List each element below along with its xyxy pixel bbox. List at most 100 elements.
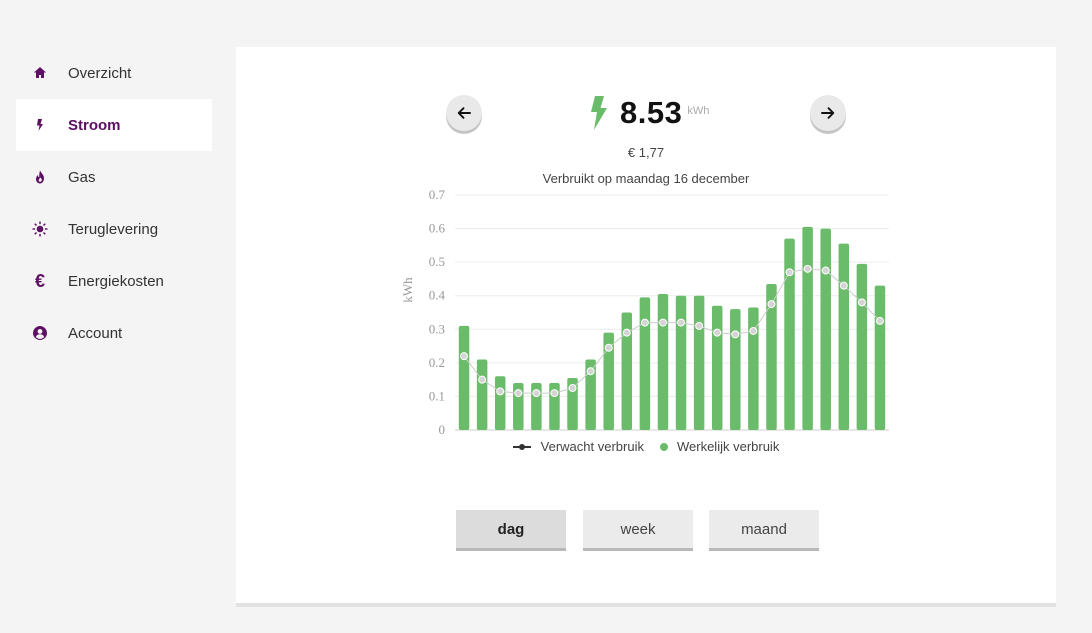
bar[interactable]	[657, 294, 669, 430]
expected-point[interactable]	[839, 281, 848, 290]
y-axis-label: kWh	[400, 277, 415, 303]
expected-point[interactable]	[550, 389, 559, 398]
arrow-right-icon	[821, 107, 835, 119]
expected-point[interactable]	[496, 387, 505, 396]
next-day-button[interactable]	[810, 95, 846, 131]
legend-item-actual[interactable]: Werkelijk verbruik	[659, 439, 780, 454]
home-icon	[32, 65, 48, 81]
usage-total: 8.53 kWh	[590, 93, 709, 133]
period-month-button[interactable]: maand	[709, 510, 819, 551]
flame-icon	[32, 169, 48, 185]
expected-point[interactable]	[875, 316, 884, 325]
bar[interactable]	[494, 376, 506, 430]
x-tick-label: 16:00	[728, 433, 760, 435]
period-day-button[interactable]: dag	[456, 510, 566, 551]
usage-panel: 8.53 kWh € 1,77 Verbruikt op maandag 16 …	[236, 47, 1056, 607]
x-tick-label: 10:00	[619, 433, 651, 435]
period-week-button[interactable]: week	[583, 510, 693, 551]
bar[interactable]	[874, 285, 886, 430]
bar[interactable]	[820, 228, 831, 430]
expected-point[interactable]	[713, 328, 722, 337]
total-unit: kWh	[687, 105, 710, 117]
bar[interactable]	[476, 359, 488, 431]
arrow-left-icon	[457, 107, 471, 119]
line-marker-icon	[512, 443, 531, 450]
previous-day-button[interactable]	[446, 95, 482, 131]
bar[interactable]	[458, 325, 470, 430]
expected-point[interactable]	[514, 389, 523, 398]
bar[interactable]	[802, 226, 813, 430]
cost-value: € 1,77	[627, 145, 665, 160]
x-tick-label: 8:00	[588, 433, 615, 435]
y-tick-label: 0.2	[429, 355, 445, 370]
sidebar: Overzicht Stroom Gas Teruglever	[16, 47, 212, 359]
usage-chart: 0 0.1 0.2 0.3 0.4 0.5 0.6 0.7 0:00 2:00 4:00 6:00 8…	[400, 187, 889, 435]
x-tick-label: 12:00	[656, 433, 688, 435]
expected-point[interactable]	[658, 318, 667, 327]
sidebar-item-label: Account	[68, 324, 123, 342]
expected-line	[463, 268, 881, 394]
x-tick-label: 6:00	[552, 433, 579, 435]
y-tick-label: 0	[439, 422, 446, 435]
sidebar-item-gas[interactable]: Gas	[16, 151, 212, 203]
expected-point[interactable]	[803, 264, 812, 273]
y-tick-label: 0.1	[429, 388, 445, 403]
legend-item-expected[interactable]: Verwacht verbruik	[512, 439, 644, 454]
bar[interactable]	[639, 297, 651, 430]
x-tick-label: 20:00	[800, 433, 832, 435]
bar[interactable]	[838, 243, 850, 430]
y-tick-label: 0.5	[429, 254, 445, 269]
expected-point[interactable]	[478, 375, 487, 384]
bar[interactable]	[730, 309, 741, 430]
expected-point[interactable]	[767, 300, 776, 309]
total-value: 8.53	[620, 95, 683, 130]
expected-point[interactable]	[731, 330, 740, 339]
x-tick-label: 18:00	[764, 433, 796, 435]
expected-point[interactable]	[622, 328, 631, 337]
expected-point[interactable]	[749, 326, 758, 335]
legend-label: Verwacht verbruik	[540, 439, 644, 454]
expected-point[interactable]	[604, 343, 613, 352]
y-tick-label: 0.7	[429, 187, 446, 202]
x-tick-label: 14:00	[692, 433, 724, 435]
expected-point[interactable]	[640, 318, 649, 327]
x-tick-label: 4:00	[516, 433, 543, 435]
bar[interactable]	[711, 305, 723, 430]
sun-icon	[32, 221, 48, 237]
bar[interactable]	[675, 295, 687, 430]
x-tick-label: 22:00	[836, 433, 868, 435]
user-icon	[32, 325, 48, 341]
expected-point[interactable]	[460, 352, 469, 361]
sidebar-item-label: Gas	[68, 168, 96, 186]
expected-point[interactable]	[785, 268, 794, 277]
expected-point[interactable]	[857, 298, 866, 307]
sidebar-item-account[interactable]: Account	[16, 307, 212, 359]
bar[interactable]	[621, 312, 633, 431]
bar[interactable]	[693, 295, 705, 430]
bar[interactable]	[784, 238, 795, 430]
expected-point[interactable]	[568, 384, 577, 393]
sidebar-item-stroom[interactable]: Stroom	[16, 99, 212, 151]
bar[interactable]	[585, 359, 596, 431]
sidebar-item-overzicht[interactable]: Overzicht	[16, 47, 212, 99]
lightning-icon	[590, 96, 608, 130]
lightning-icon	[32, 117, 48, 133]
bar[interactable]	[766, 283, 777, 430]
y-tick-label: 0.3	[429, 321, 445, 336]
sidebar-item-teruglevering[interactable]: Teruglevering	[16, 203, 212, 255]
expected-point[interactable]	[821, 266, 830, 275]
expected-point[interactable]	[677, 318, 686, 327]
chart-title: Verbruikt op maandag 16 december	[542, 171, 750, 186]
sidebar-item-label: Energiekosten	[68, 272, 164, 290]
sidebar-item-energiekosten[interactable]: € Energiekosten	[16, 255, 212, 307]
y-tick-label: 0.4	[429, 288, 446, 303]
expected-point[interactable]	[532, 389, 541, 398]
expected-point[interactable]	[586, 367, 595, 376]
x-tick-label: 0:00	[443, 433, 470, 435]
bar[interactable]	[856, 263, 868, 430]
bar[interactable]	[748, 307, 759, 430]
bar[interactable]	[603, 332, 614, 430]
legend-label: Werkelijk verbruik	[676, 439, 780, 454]
dot-marker-icon	[659, 442, 668, 451]
expected-point[interactable]	[695, 321, 704, 330]
